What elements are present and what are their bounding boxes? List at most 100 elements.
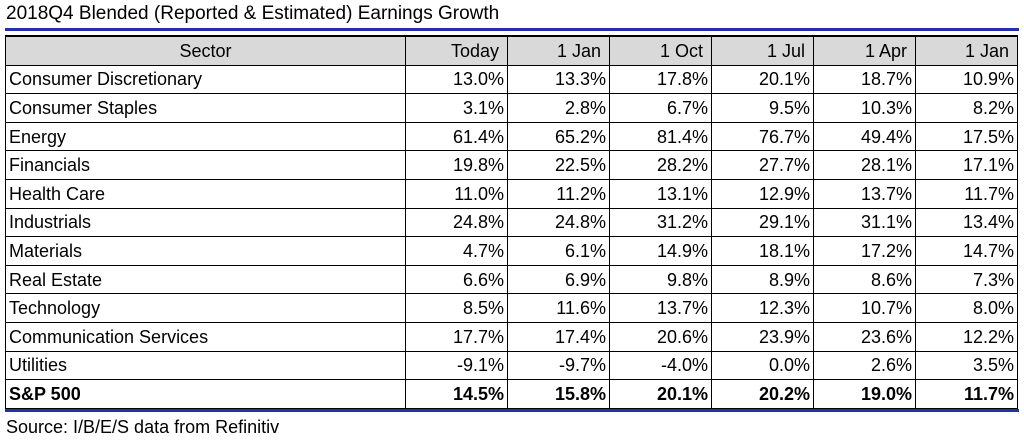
growth-value: 6.9% [507, 264, 610, 295]
growth-value: 12.3% [711, 293, 814, 323]
growth-value: 76.7% [711, 121, 814, 152]
growth-value: 18.7% [813, 64, 916, 95]
sector-name: Utilities [5, 350, 406, 381]
earnings-growth-table: Sector Today 1 Jan 1 Oct 1 Jul 1 Apr 1 J… [5, 34, 1018, 409]
sector-name: Consumer Staples [5, 93, 406, 123]
growth-value: 20.1% [609, 379, 712, 409]
table-row: Real Estate 6.6% 6.9% 9.8% 8.9% 8.6% 7.3% [5, 264, 1018, 295]
growth-value: 17.4% [507, 321, 610, 352]
table-row: Utilities -9.1% -9.7% -4.0% 0.0% 2.6% 3.5% [5, 350, 1018, 381]
growth-value: 29.1% [711, 207, 814, 238]
growth-value: 22.5% [507, 150, 610, 180]
growth-value: 9.8% [609, 264, 712, 295]
growth-value: 17.7% [405, 321, 508, 352]
growth-value: 0.0% [711, 350, 814, 381]
table-row: Energy 61.4% 65.2% 81.4% 76.7% 49.4% 17.5% [5, 121, 1018, 152]
growth-value: 10.3% [813, 93, 916, 123]
growth-value: 14.5% [405, 379, 508, 409]
column-header-1-jan-earlier: 1 Jan [915, 34, 1018, 66]
growth-value: 6.6% [405, 264, 508, 295]
sector-name: Consumer Discretionary [5, 64, 406, 95]
growth-value: 65.2% [507, 121, 610, 152]
sector-name: Industrials [5, 207, 406, 238]
table-row: Consumer Discretionary 13.0% 13.3% 17.8% 20.… [5, 64, 1018, 95]
growth-value: 49.4% [813, 121, 916, 152]
growth-value: 18.1% [711, 236, 814, 266]
column-header-1-oct: 1 Oct [609, 34, 712, 66]
table-row: Technology 8.5% 11.6% 13.7% 12.3% 10.7% 8.0% [5, 293, 1018, 323]
growth-value: 6.1% [507, 236, 610, 266]
growth-value: 17.5% [915, 121, 1018, 152]
growth-value: 4.7% [405, 236, 508, 266]
table-row: Consumer Staples 3.1% 2.8% 6.7% 9.5% 10.3% 8.2… [5, 93, 1018, 123]
sector-name: Financials [5, 150, 406, 180]
growth-value: 31.2% [609, 207, 712, 238]
growth-value: 8.9% [711, 264, 814, 295]
table-body: Consumer Discretionary 13.0% 13.3% 17.8% 20.… [5, 64, 1018, 409]
growth-value: 13.1% [609, 178, 712, 209]
sector-name: Materials [5, 236, 406, 266]
growth-value: 28.2% [609, 150, 712, 180]
growth-value: 13.7% [813, 178, 916, 209]
growth-value: 19.0% [813, 379, 916, 409]
sector-name: Energy [5, 121, 406, 152]
sector-name: Technology [5, 293, 406, 323]
growth-value: 8.5% [405, 293, 508, 323]
growth-value: 8.2% [915, 93, 1018, 123]
total-row: S&P 500 14.5% 15.8% 20.1% 20.2% 19.0% 11.7% [5, 379, 1018, 409]
growth-value: 6.7% [609, 93, 712, 123]
column-header-1-jul: 1 Jul [711, 34, 814, 66]
growth-value: 3.1% [405, 93, 508, 123]
growth-value: 11.6% [507, 293, 610, 323]
growth-value: 24.8% [507, 207, 610, 238]
source-note: Source: I/B/E/S data from Refinitiv [6, 417, 280, 437]
column-header-sector: Sector [5, 34, 406, 66]
growth-value: 13.3% [507, 64, 610, 95]
growth-value: 20.1% [711, 64, 814, 95]
growth-value: 28.1% [813, 150, 916, 180]
growth-value: -9.7% [507, 350, 610, 381]
growth-value: 11.7% [915, 178, 1018, 209]
growth-value: 2.6% [813, 350, 916, 381]
column-header-today: Today [405, 34, 508, 66]
growth-value: 10.7% [813, 293, 916, 323]
growth-value: 13.7% [609, 293, 712, 323]
table-row: Communication Services 17.7% 17.4% 20.6% 23.… [5, 321, 1018, 352]
growth-value: 27.7% [711, 150, 814, 180]
growth-value: 10.9% [915, 64, 1018, 95]
growth-value: 17.8% [609, 64, 712, 95]
header-row: Sector Today 1 Jan 1 Oct 1 Jul 1 Apr 1 J… [5, 34, 1018, 66]
growth-value: 12.9% [711, 178, 814, 209]
table-row: Financials 19.8% 22.5% 28.2% 27.7% 28.1% 17.1% [5, 150, 1018, 180]
growth-value: 24.8% [405, 207, 508, 238]
footer-rule [5, 409, 1019, 412]
growth-value: 20.6% [609, 321, 712, 352]
table-title: 2018Q4 Blended (Reported & Estimated) Ea… [6, 3, 500, 24]
growth-value: 2.8% [507, 93, 610, 123]
growth-value: -4.0% [609, 350, 712, 381]
sector-name: Real Estate [5, 264, 406, 295]
sector-name: Health Care [5, 178, 406, 209]
growth-value: 8.0% [915, 293, 1018, 323]
growth-value: 17.2% [813, 236, 916, 266]
column-header-1-apr: 1 Apr [813, 34, 916, 66]
growth-value: 61.4% [405, 121, 508, 152]
sector-name: Communication Services [5, 321, 406, 352]
growth-value: 14.9% [609, 236, 712, 266]
table-row: Materials 4.7% 6.1% 14.9% 18.1% 17.2% 14.7% [5, 236, 1018, 266]
growth-value: 12.2% [915, 321, 1018, 352]
column-header-1-jan-recent: 1 Jan [507, 34, 610, 66]
growth-value: 19.8% [405, 150, 508, 180]
growth-value: 17.1% [915, 150, 1018, 180]
growth-value: 11.7% [915, 379, 1018, 409]
growth-value: 14.7% [915, 236, 1018, 266]
growth-value: 13.0% [405, 64, 508, 95]
sector-name: S&P 500 [5, 379, 406, 409]
growth-value: 31.1% [813, 207, 916, 238]
growth-value: 7.3% [915, 264, 1018, 295]
table-row: Health Care 11.0% 11.2% 13.1% 12.9% 13.7% 11.7… [5, 178, 1018, 209]
growth-value: -9.1% [405, 350, 508, 381]
growth-value: 23.6% [813, 321, 916, 352]
table-row: Industrials 24.8% 24.8% 31.2% 29.1% 31.1% 13.4… [5, 207, 1018, 238]
growth-value: 8.6% [813, 264, 916, 295]
